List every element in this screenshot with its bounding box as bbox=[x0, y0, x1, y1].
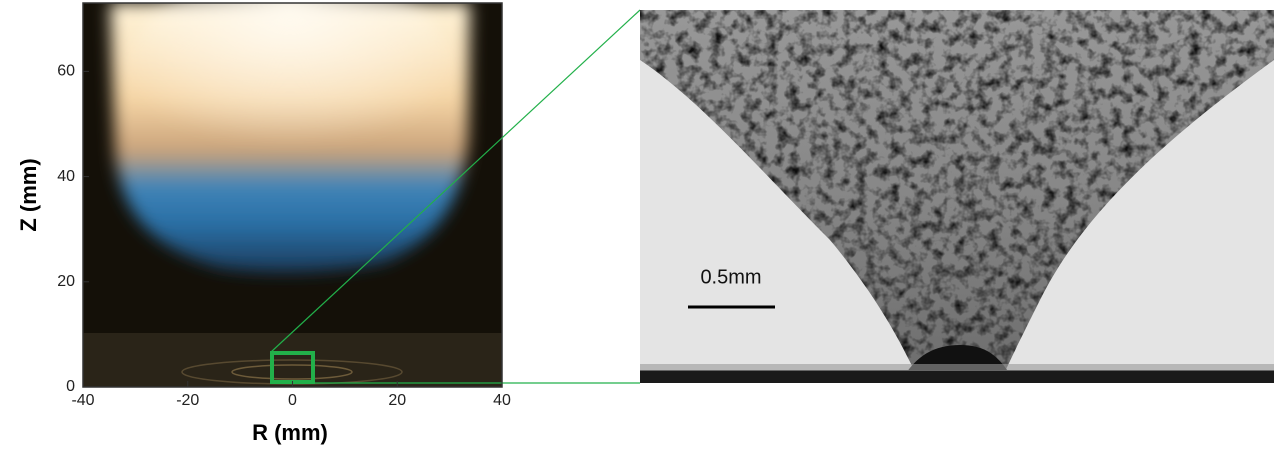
figure: -40-20020400204060 R (mm) Z (mm) 0.5mm bbox=[0, 0, 1274, 454]
x-axis-label: R (mm) bbox=[252, 420, 328, 445]
y-tick-label: 60 bbox=[57, 63, 75, 80]
flame-photo bbox=[83, 0, 502, 387]
x-tick-label: 40 bbox=[493, 392, 511, 409]
x-tick-label: -20 bbox=[176, 392, 199, 409]
y-tick-label: 0 bbox=[66, 378, 75, 395]
y-tick-label: 20 bbox=[57, 273, 75, 290]
x-tick-label: 0 bbox=[288, 392, 297, 409]
scale-bar-label: 0.5mm bbox=[700, 266, 761, 288]
x-tick-label: 20 bbox=[388, 392, 406, 409]
spray-photo bbox=[640, 10, 1274, 383]
y-tick-label: 40 bbox=[57, 168, 75, 185]
y-axis-label: Z (mm) bbox=[16, 158, 41, 231]
